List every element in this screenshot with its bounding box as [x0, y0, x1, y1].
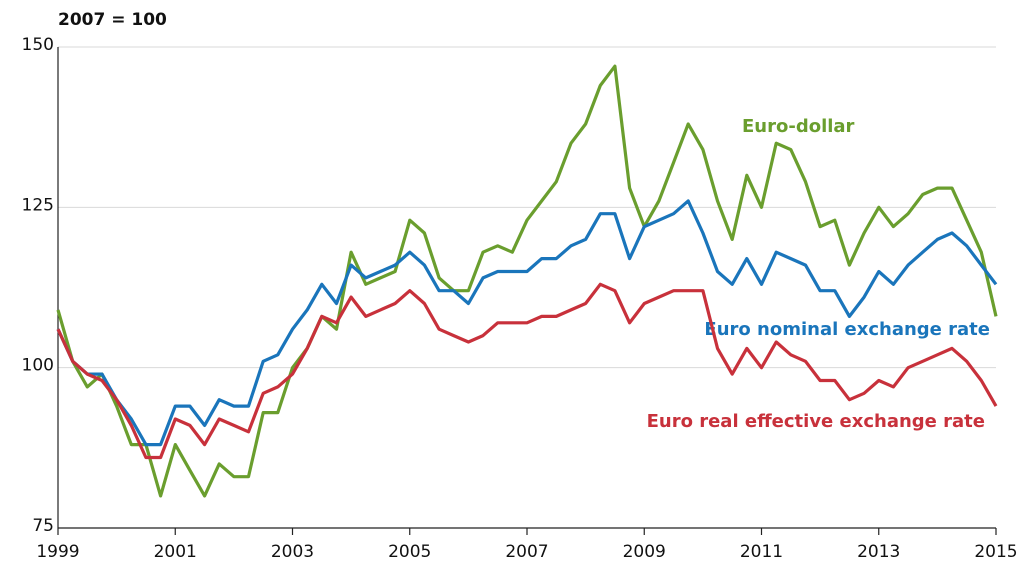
x-tick-label: 2007 — [505, 542, 548, 562]
y-tick-label: 75 — [32, 516, 54, 536]
y-tick-label: 100 — [22, 356, 54, 376]
x-tick-label: 2015 — [974, 542, 1017, 562]
x-tick-label: 1999 — [36, 542, 79, 562]
y-tick-label: 125 — [22, 195, 54, 215]
x-tick-label: 2009 — [623, 542, 666, 562]
x-tick-label: 2011 — [740, 542, 783, 562]
series-line — [56, 282, 998, 460]
series-label: Euro nominal exchange rate — [704, 319, 990, 340]
y-tick-label: 150 — [22, 35, 54, 55]
series-line — [56, 199, 998, 447]
x-tick-label: 2013 — [857, 542, 900, 562]
series-line — [56, 64, 998, 498]
chart-subtitle: 2007 = 100 — [58, 10, 167, 30]
x-tick-label: 2001 — [154, 542, 197, 562]
series-label: Euro-dollar — [742, 116, 855, 137]
x-tick-label: 2005 — [388, 542, 431, 562]
x-tick-label: 2003 — [271, 542, 314, 562]
series-label: Euro real effective exchange rate — [647, 411, 985, 432]
